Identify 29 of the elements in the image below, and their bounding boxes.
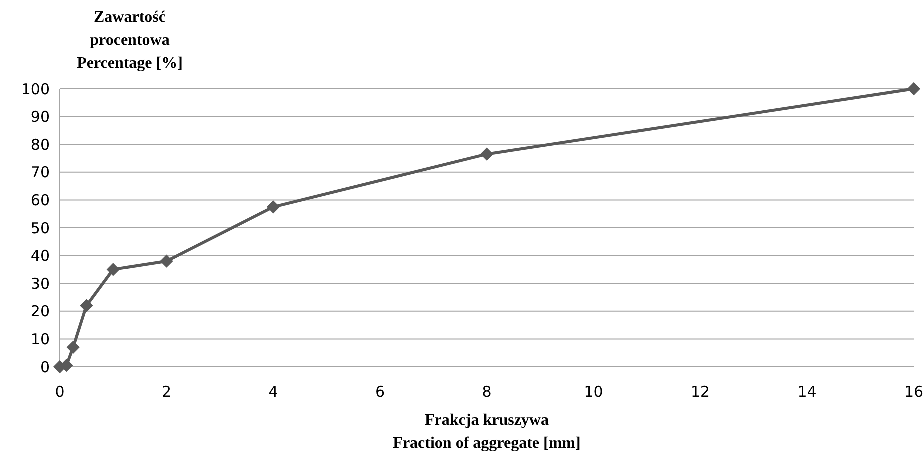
point [66,340,80,354]
x-tick-label: 0 [55,383,65,401]
y-tick-label: 30 [30,274,50,293]
y-tick-label: 80 [30,136,50,154]
point [907,82,921,96]
x-tick-label: 2 [162,383,172,401]
y-axis-title: Zawartość procentowa Percentage [%] [77,9,183,72]
x-axis-title: Frakcja kruszywa Fraction of aggregate [mm] [393,412,581,452]
point [160,254,174,268]
x-tick-label: 10 [584,383,604,401]
y-tick-label: 40 [30,247,50,266]
x-tick-label: 14 [798,383,817,401]
point [480,148,494,161]
x-tick-label: 6 [375,383,386,401]
point [266,200,280,214]
y-tick-label: 50 [30,219,50,238]
y-tick-label: 100 [21,80,50,98]
y-tick-label: 70 [30,164,50,182]
y-tick-label: 0 [40,358,50,376]
y-tick-label: 10 [30,330,50,348]
point [80,299,94,312]
y-tick-label: 20 [30,302,50,321]
x-tick-label: 16 [904,383,923,401]
y-tick-label: 90 [30,108,50,126]
x-tick-label: 12 [690,383,710,401]
point [106,263,120,276]
x-tick-label: 8 [482,383,492,401]
y-tick-label: 60 [30,191,50,210]
x-tick-label: 4 [268,383,278,401]
